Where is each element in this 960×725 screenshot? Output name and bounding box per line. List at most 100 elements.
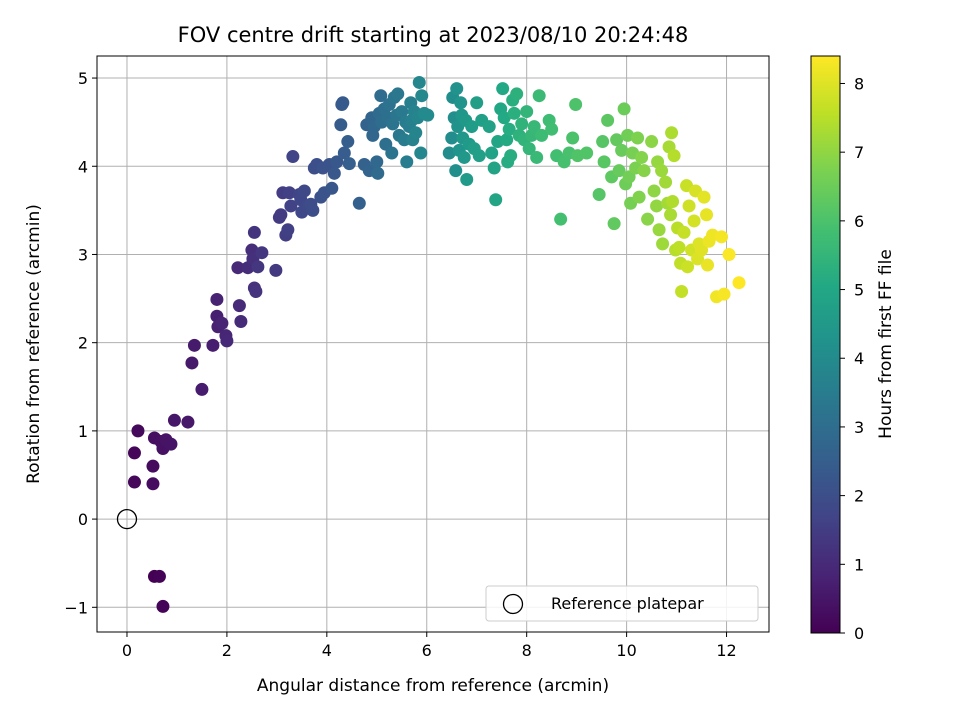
data-point (700, 208, 714, 222)
data-point (522, 142, 536, 156)
colorbar-tick-label: 4 (854, 349, 864, 368)
data-point (580, 146, 594, 160)
data-point (482, 120, 496, 134)
data-point (732, 276, 746, 290)
data-point (391, 87, 405, 101)
colorbar-ticks: 0 1 2 3 4 5 6 7 8 (840, 74, 864, 643)
data-point (592, 187, 606, 201)
legend-label-reference-platepar: Reference platepar (551, 594, 704, 613)
data-point (442, 146, 456, 160)
data-point (385, 146, 399, 160)
data-point (247, 225, 261, 239)
data-point (454, 96, 468, 110)
colorbar-tick-label: 7 (854, 143, 864, 162)
data-point (607, 217, 621, 231)
data-point (655, 164, 669, 178)
data-point (650, 199, 664, 213)
x-axis-ticks: 0 2 4 6 8 10 12 (122, 632, 737, 660)
data-point (664, 208, 678, 222)
data-point (635, 150, 649, 164)
data-point (232, 299, 246, 313)
y-tick-label: 1 (78, 422, 88, 441)
x-tick-label: 4 (322, 641, 332, 660)
data-point (281, 223, 295, 237)
data-point (371, 166, 385, 180)
reference-marker (116, 508, 138, 530)
data-point (297, 184, 311, 198)
data-point (672, 240, 686, 254)
data-point (637, 164, 651, 178)
data-point (682, 199, 696, 213)
data-point (554, 212, 568, 226)
data-point (445, 131, 459, 145)
data-point (510, 87, 524, 101)
data-point (535, 128, 549, 142)
data-point (210, 292, 224, 306)
data-point (231, 261, 245, 275)
data-point (717, 287, 731, 301)
data-point (507, 106, 521, 120)
data-point (667, 149, 681, 163)
data-point (500, 133, 514, 147)
data-point (370, 155, 384, 169)
data-point (127, 446, 141, 460)
data-point (342, 157, 356, 171)
data-point (412, 75, 426, 89)
data-point (325, 181, 339, 195)
data-point (284, 199, 298, 213)
data-point (666, 195, 680, 209)
colorbar-tick-label: 2 (854, 487, 864, 506)
data-point (409, 126, 423, 140)
data-point (146, 477, 160, 491)
data-point (414, 146, 428, 160)
data-point (206, 338, 220, 352)
colorbar-tick-label: 5 (854, 281, 864, 300)
data-point (489, 193, 503, 207)
data-point (641, 212, 655, 226)
data-points (127, 75, 746, 613)
data-point (450, 82, 464, 96)
data-point (647, 184, 661, 198)
data-point (617, 102, 631, 116)
y-axis-label: Rotation from reference (arcmin) (24, 204, 44, 484)
data-point (656, 237, 670, 251)
data-point (274, 208, 288, 222)
data-point (220, 334, 234, 348)
data-point (615, 143, 629, 157)
data-point (527, 120, 541, 134)
x-axis-label: Angular distance from reference (arcmin) (257, 676, 609, 696)
data-point (695, 243, 709, 257)
data-point (545, 122, 559, 136)
data-point (487, 161, 501, 175)
data-point (470, 96, 484, 110)
data-point (520, 105, 534, 119)
data-point (612, 164, 626, 178)
data-point (337, 146, 351, 160)
data-point (374, 89, 388, 103)
colorbar-gradient (810, 55, 841, 634)
data-point (187, 338, 201, 352)
data-point (677, 225, 691, 239)
colorbar-tick-label: 0 (854, 624, 864, 643)
data-point (601, 113, 615, 127)
data-point (697, 190, 711, 204)
data-point (415, 89, 429, 103)
legend: Reference platepar (485, 585, 759, 622)
data-point (341, 135, 355, 149)
data-point (131, 424, 145, 438)
data-point (215, 316, 229, 330)
x-tick-label: 12 (716, 641, 736, 660)
data-point (330, 155, 344, 169)
data-point (722, 247, 736, 261)
chart-title: FOV centre drift starting at 2023/08/10 … (178, 23, 689, 47)
data-point (152, 569, 166, 583)
data-point (465, 120, 479, 134)
data-point (195, 382, 209, 396)
reference-platepar-marker (116, 508, 138, 530)
y-axis-ticks: −1 0 1 2 3 4 5 (64, 69, 97, 617)
data-point (687, 214, 701, 228)
data-point (652, 223, 666, 237)
data-point (532, 89, 546, 103)
y-tick-label: 3 (78, 245, 88, 264)
